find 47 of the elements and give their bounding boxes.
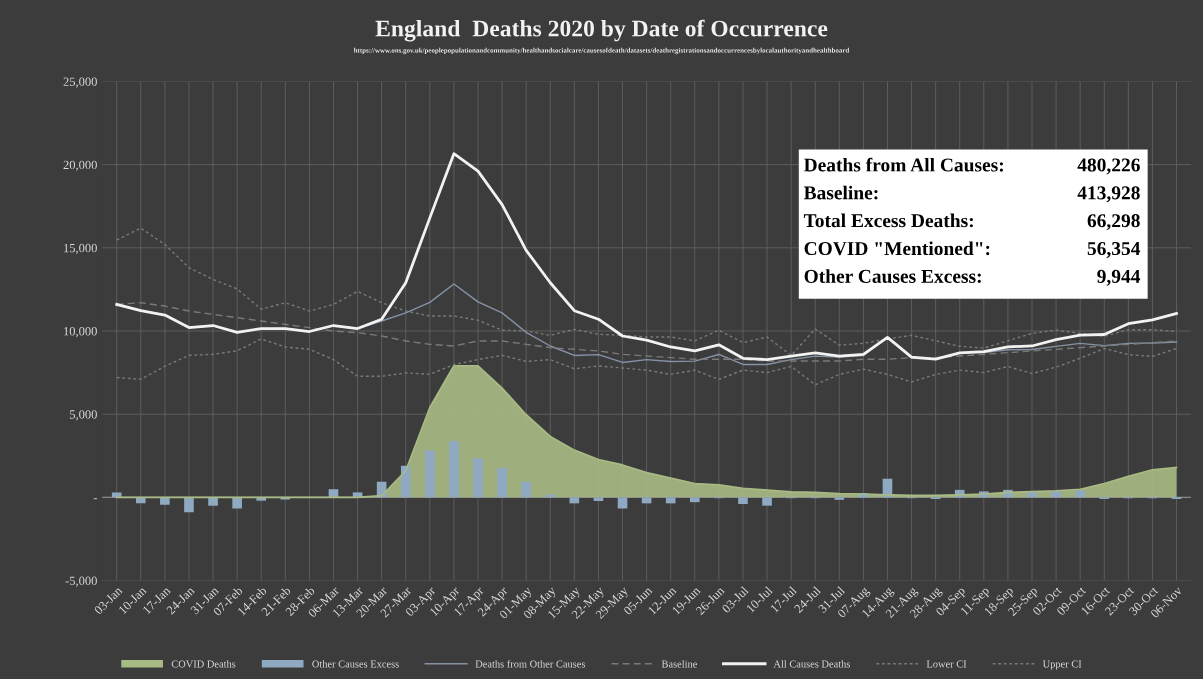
bar <box>834 497 845 500</box>
bar <box>569 497 580 504</box>
bar <box>593 497 604 502</box>
bar <box>665 497 676 504</box>
annotation: COVID "Mentioned": <box>804 241 990 256</box>
bar <box>473 458 483 498</box>
y-tick-label: 5,000 <box>70 410 97 421</box>
legend-label: COVID Deaths <box>171 660 236 668</box>
bar <box>184 497 194 513</box>
bar <box>425 450 435 498</box>
annotation: 66,298 <box>1087 214 1140 231</box>
annotation: 413,928 <box>1077 186 1140 203</box>
bar <box>617 497 628 509</box>
legend-label: Upper CI <box>1042 660 1082 670</box>
y-tick-label: - <box>93 498 97 500</box>
bar <box>111 492 122 498</box>
chart-title: England Deaths 2020 by Date of Occurrence <box>375 19 828 42</box>
bar <box>400 465 411 498</box>
y-tick-label: 15,000 <box>64 243 97 255</box>
bar <box>497 467 507 498</box>
bar <box>449 441 459 498</box>
annotation: Deaths from All Causes: <box>803 157 1003 172</box>
annotation: Total Excess Deaths: <box>803 213 973 228</box>
y-tick-label: -5,000 <box>65 576 97 587</box>
legend-label: Baseline <box>661 660 698 668</box>
bar <box>521 481 531 498</box>
legend-label: All Causes Deaths <box>773 660 850 668</box>
bar <box>545 494 556 498</box>
y-tick-label: 25,000 <box>63 77 97 88</box>
legend-label: Deaths from Other Causes <box>475 660 586 668</box>
bar <box>641 497 652 504</box>
bar <box>1075 490 1085 498</box>
annotation: Other Causes Excess: <box>804 269 981 283</box>
annotation: 9,944 <box>1097 269 1141 286</box>
annotation: 480,226 <box>1077 158 1140 175</box>
legend-label: Lower CI <box>926 660 967 668</box>
bar <box>328 489 339 498</box>
y-tick-label: 10,000 <box>64 327 97 338</box>
bar <box>689 497 700 503</box>
bar <box>762 497 772 506</box>
legend-label: Other Causes Excess <box>312 660 399 668</box>
line-series <box>115 152 1178 362</box>
bar <box>738 497 748 505</box>
y-tick-label: 20,000 <box>63 160 97 171</box>
annotation: Baseline: <box>803 185 878 200</box>
annotation: 56,354 <box>1087 242 1141 258</box>
bar <box>232 497 242 509</box>
